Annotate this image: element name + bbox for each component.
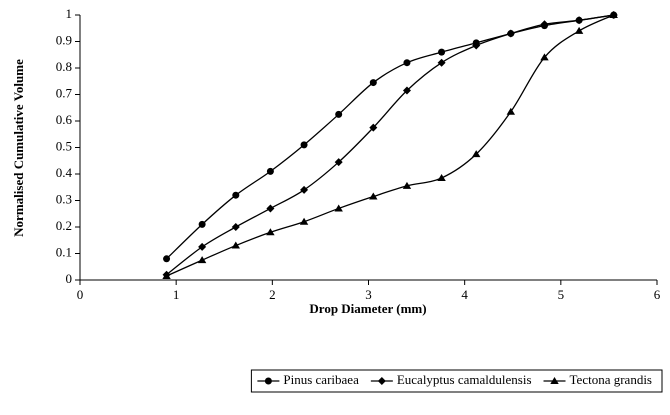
marker (163, 255, 171, 263)
marker (162, 272, 171, 280)
marker (369, 123, 378, 132)
marker (335, 110, 343, 118)
y-tick-label: 0.7 (56, 85, 73, 100)
y-tick-label: 1 (66, 6, 73, 21)
legend-label: Tectona grandis (570, 372, 652, 387)
marker (609, 11, 618, 18)
y-tick-label: 0.8 (56, 59, 72, 74)
y-tick-label: 0.5 (56, 138, 72, 153)
x-tick-label: 2 (269, 287, 276, 302)
marker (300, 141, 308, 149)
x-tick-label: 3 (365, 287, 372, 302)
marker (506, 29, 515, 38)
y-axis-label: Normalised Cumulative Volume (11, 59, 26, 237)
y-tick-label: 0.9 (56, 32, 72, 47)
marker (232, 191, 240, 199)
marker (438, 48, 446, 56)
x-tick-label: 1 (173, 287, 180, 302)
legend-label: Eucalyptus camaldulensis (397, 372, 532, 387)
legend: Pinus caribaea Eucalyptus camaldulensis Te… (250, 369, 663, 393)
marker (550, 377, 559, 384)
marker (231, 223, 240, 231)
marker (472, 150, 481, 158)
marker (197, 256, 207, 264)
x-tick-label: 5 (558, 287, 565, 302)
marker (540, 20, 549, 29)
marker (334, 158, 343, 167)
marker (266, 228, 275, 236)
x-axis-label: Drop Diameter (mm) (309, 301, 426, 316)
legend-box (250, 369, 663, 393)
y-tick-label: 0.3 (56, 191, 72, 206)
marker (540, 53, 549, 61)
marker (575, 16, 584, 25)
marker (403, 59, 411, 67)
x-tick-label: 6 (654, 287, 661, 302)
marker (299, 217, 309, 225)
x-tick-label: 0 (77, 287, 84, 302)
marker (369, 79, 377, 87)
marker (574, 26, 584, 34)
y-tick-label: 0 (66, 271, 73, 286)
marker (264, 377, 272, 385)
marker (369, 192, 378, 200)
y-tick-label: 0.4 (56, 165, 73, 180)
series-line (166, 14, 614, 276)
series-line (166, 14, 614, 260)
marker (437, 173, 446, 181)
marker (506, 107, 516, 115)
marker (198, 242, 207, 251)
series-line (166, 14, 614, 277)
marker (437, 58, 446, 67)
y-tick-label: 0.2 (56, 218, 72, 233)
marker (334, 204, 343, 212)
marker (472, 41, 481, 50)
marker (266, 204, 275, 213)
x-tick-label: 4 (461, 287, 468, 302)
marker (300, 185, 309, 194)
marker (377, 377, 386, 385)
marker (402, 181, 412, 189)
y-tick-label: 0.6 (56, 112, 73, 127)
marker (198, 220, 206, 228)
y-tick-label: 0.1 (56, 244, 72, 259)
marker (231, 241, 240, 249)
marker (402, 86, 411, 95)
legend-label: Pinus caribaea (283, 372, 359, 387)
marker (266, 167, 274, 175)
